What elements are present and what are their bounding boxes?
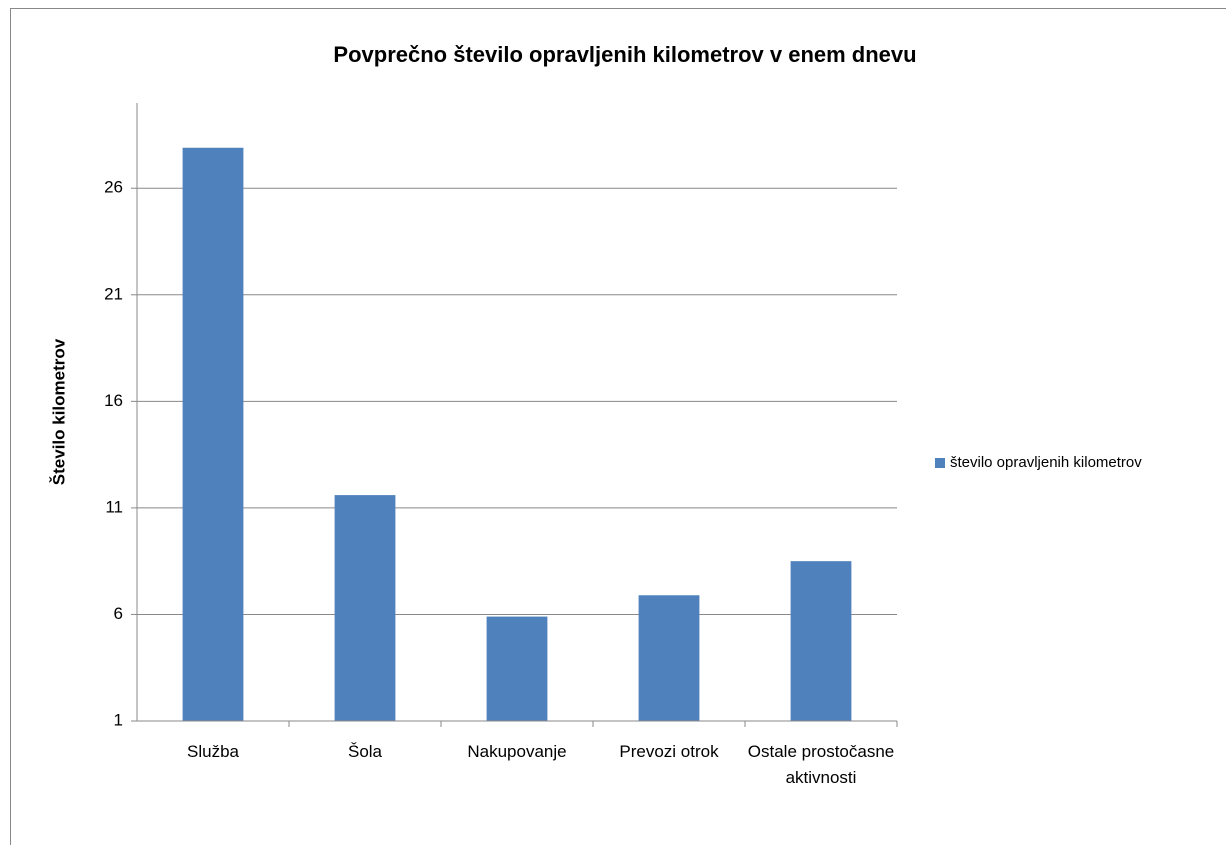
y-tick-label: 16 bbox=[104, 391, 123, 410]
bar bbox=[182, 147, 244, 722]
y-axis-label: Število kilometrov bbox=[49, 338, 68, 485]
y-tick-label: 21 bbox=[104, 284, 123, 303]
x-tick-label: Prevozi otrok bbox=[619, 742, 719, 761]
x-tick-label: Ostale prostočasne aktivnosti bbox=[747, 742, 895, 787]
legend-swatch bbox=[935, 458, 945, 468]
y-tick-label: 1 bbox=[114, 710, 123, 729]
y-tick-label: 6 bbox=[114, 604, 123, 623]
bar bbox=[334, 495, 396, 721]
bar bbox=[486, 616, 548, 721]
bar bbox=[638, 595, 700, 721]
chart-title: Povprečno število opravljenih kilometrov… bbox=[333, 42, 916, 67]
y-tick-label: 11 bbox=[105, 497, 123, 516]
x-tick-label: Šola bbox=[347, 742, 383, 761]
y-tick-label: 26 bbox=[104, 178, 123, 197]
legend-label: število opravljenih kilometrov bbox=[950, 454, 1142, 471]
bar bbox=[790, 561, 852, 721]
x-tick-label: Služba bbox=[187, 742, 239, 761]
x-tick-label: Nakupovanje bbox=[467, 742, 567, 761]
